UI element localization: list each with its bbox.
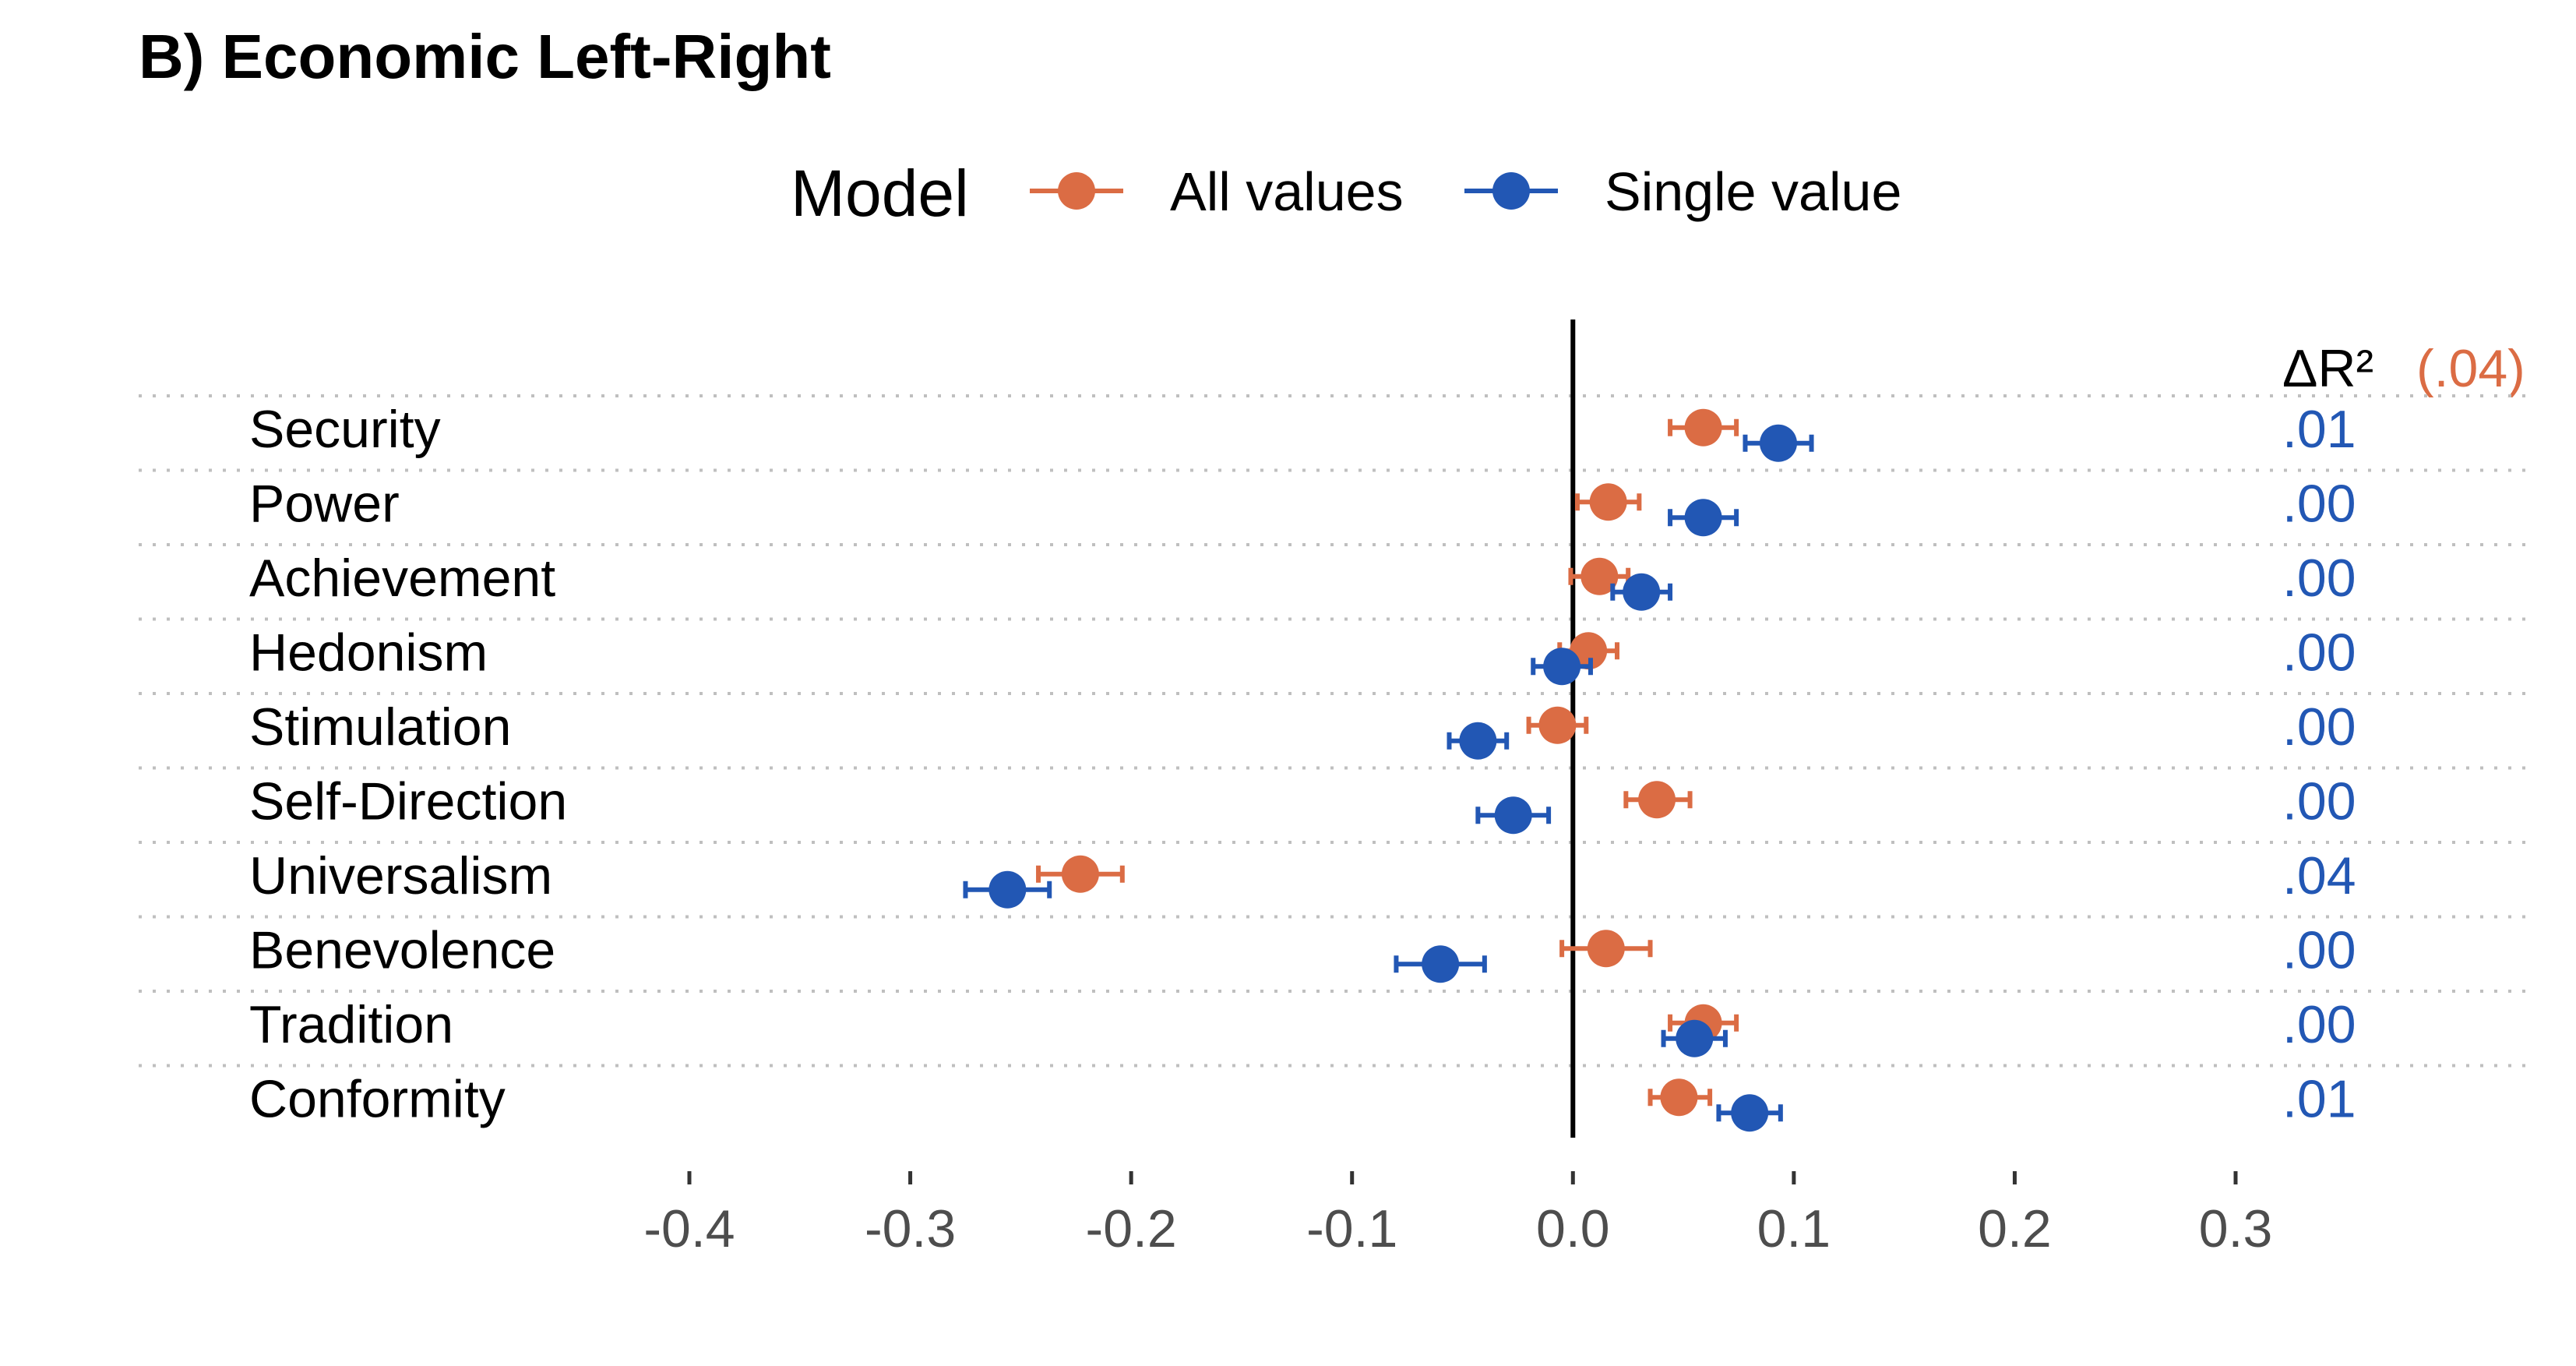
x-tick-label: 0.3 (2199, 1199, 2273, 1258)
point-all-values-power (1589, 483, 1627, 521)
row-label-benevolence: Benevolence (249, 920, 555, 979)
point-single-value-stimulation (1459, 722, 1497, 760)
point-single-value-benevolence (1422, 945, 1460, 983)
data-marks (963, 408, 1814, 1132)
legend-item-all-values: All values (1030, 161, 1404, 222)
row-label-hedonism: Hedonism (249, 623, 488, 682)
point-single-value-universalism (988, 870, 1027, 909)
chart-title: B) Economic Left-Right (139, 22, 831, 91)
legend: Model All values Single value (791, 157, 1901, 230)
x-tick-label: -0.1 (1306, 1199, 1397, 1258)
x-tick-label: -0.3 (865, 1199, 956, 1258)
x-axis: -0.4 -0.3 -0.2 -0.1 0.0 0.1 0.2 0.3 (643, 1171, 2272, 1258)
r2-header: ΔR² (.04) (2282, 339, 2525, 398)
r2-header-label: ΔR² (2282, 339, 2373, 398)
row-label-stimulation: Stimulation (249, 697, 511, 757)
row-label-conformity: Conformity (249, 1069, 506, 1128)
point-all-values-conformity (1660, 1078, 1698, 1117)
row-label-power: Power (249, 474, 400, 533)
delta-r2-power: .00 (2282, 474, 2356, 533)
point-all-values-self-direction (1638, 781, 1676, 819)
delta-r2-conformity: .01 (2282, 1069, 2356, 1128)
legend-item-single-value: Single value (1464, 161, 1901, 222)
r2-values: .01 .00 .00 .00 .00 .00 .04 .00 .00 .01 (2282, 400, 2356, 1129)
delta-r2-hedonism: .00 (2282, 623, 2356, 682)
legend-title: Model (791, 157, 969, 230)
point-all-values-benevolence (1587, 930, 1625, 968)
legend-key-dot-single-value (1492, 172, 1530, 210)
point-single-value-security (1760, 424, 1798, 462)
point-all-values-achievement (1580, 557, 1619, 595)
r2-header-total: (.04) (2416, 339, 2525, 398)
point-single-value-hedonism (1543, 648, 1581, 686)
delta-r2-self-direction: .00 (2282, 771, 2356, 831)
x-tick-label: 0.0 (1536, 1199, 1610, 1258)
row-label-universalism: Universalism (249, 846, 552, 905)
row-label-security: Security (249, 400, 441, 459)
legend-key-dot-all-values (1058, 172, 1095, 210)
legend-label-single-value: Single value (1605, 161, 1901, 222)
delta-r2-security: .01 (2282, 400, 2356, 459)
delta-r2-benevolence: .00 (2282, 920, 2356, 979)
point-all-values-universalism (1061, 855, 1099, 893)
delta-r2-stimulation: .00 (2282, 697, 2356, 757)
point-single-value-self-direction (1494, 796, 1532, 835)
delta-r2-tradition: .00 (2282, 995, 2356, 1054)
row-label-self-direction: Self-Direction (249, 771, 567, 831)
x-tick-label: 0.1 (1757, 1199, 1831, 1258)
delta-r2-achievement: .00 (2282, 549, 2356, 608)
point-all-values-security (1684, 408, 1722, 447)
x-tick-label: -0.4 (643, 1199, 735, 1258)
point-single-value-achievement (1623, 573, 1661, 611)
x-tick-label: -0.2 (1086, 1199, 1177, 1258)
row-labels: Security Power Achievement Hedonism Stimulat… (249, 400, 567, 1129)
point-single-value-conformity (1731, 1094, 1769, 1132)
gridlines (139, 394, 2532, 1068)
point-single-value-power (1684, 499, 1722, 537)
x-tick-label: 0.2 (1978, 1199, 2052, 1258)
point-single-value-tradition (1676, 1019, 1714, 1057)
row-label-tradition: Tradition (249, 995, 453, 1054)
legend-label-all-values: All values (1170, 161, 1404, 222)
delta-r2-universalism: .04 (2282, 846, 2356, 905)
point-all-values-stimulation (1538, 706, 1577, 744)
row-label-achievement: Achievement (249, 549, 555, 608)
